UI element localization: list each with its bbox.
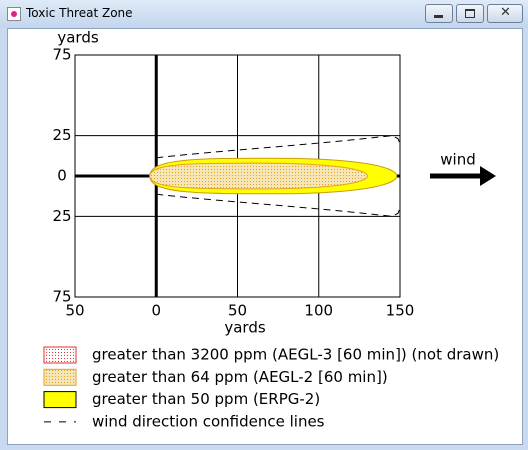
legend-label: greater than 50 ppm (ERPG-2) (92, 390, 320, 408)
threat-zone (149, 162, 369, 190)
title-bar: Toxic Threat Zone ✕ (0, 0, 528, 28)
confidence-line (156, 176, 401, 217)
legend-label: wind direction confidence lines (92, 412, 325, 430)
confidence-line (156, 135, 401, 176)
legend-swatch (43, 368, 77, 386)
wind-label: wind (440, 151, 475, 169)
legend-label: greater than 3200 ppm (AEGL-3 [60 min]) … (92, 346, 499, 364)
close-button[interactable]: ✕ (487, 4, 523, 23)
app-icon (7, 7, 21, 21)
minimize-button[interactable] (425, 4, 453, 23)
legend-label: greater than 64 ppm (AEGL-2 [60 min]) (92, 368, 388, 386)
legend-swatch (43, 391, 77, 409)
zones (149, 135, 401, 217)
maximize-button[interactable] (456, 4, 484, 23)
x-tick-label: 100 (304, 302, 333, 320)
x-tick-label: 50 (228, 302, 247, 320)
window-title: Toxic Threat Zone (26, 6, 133, 20)
x-tick-label: 50 (65, 302, 84, 320)
wind-arrow-head (480, 166, 496, 186)
x-tick-label: 150 (386, 302, 415, 320)
y-tick-label: 75 (52, 288, 71, 306)
x-tick-label: 0 (151, 302, 161, 320)
y-axis-label: yards (57, 29, 98, 47)
x-axis-label: yards (224, 319, 265, 337)
client-area (7, 28, 523, 445)
legend-swatch (43, 346, 77, 364)
y-tick-label: 0 (57, 167, 67, 185)
plot-frame (74, 54, 401, 298)
y-tick-label: 75 (52, 46, 71, 64)
y-tick-label: 25 (52, 126, 71, 144)
y-tick-label: 25 (52, 207, 71, 225)
